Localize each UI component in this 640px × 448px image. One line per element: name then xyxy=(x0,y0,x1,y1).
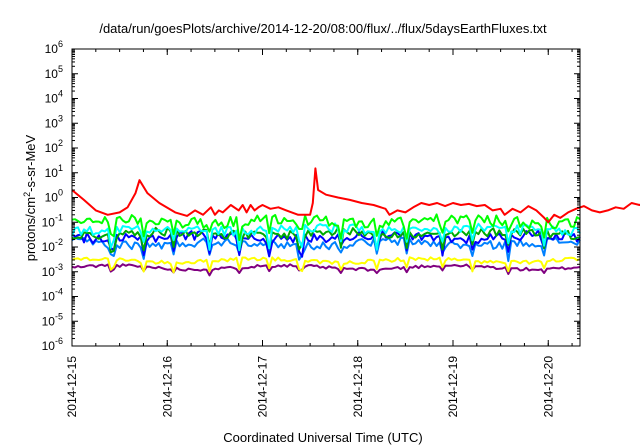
y-tick-exp: -1 xyxy=(55,212,63,222)
x-tick-label: 2014-12-18 xyxy=(351,356,365,418)
y-tick-label: 105 xyxy=(45,64,63,81)
y-tick-label: 102 xyxy=(45,138,63,155)
y-tick-exp: 4 xyxy=(58,89,63,99)
y-tick-base: 10 xyxy=(45,42,59,56)
y-tick-exp: 6 xyxy=(58,39,63,49)
x-tick-label: 2014-12-19 xyxy=(446,356,460,418)
y-tick-label: 10-5 xyxy=(42,311,63,328)
y-tick-label: 10-3 xyxy=(42,262,63,279)
x-axis-label: Coordinated Universal Time (UTC) xyxy=(223,430,422,445)
y-tick-label: 106 xyxy=(45,39,63,56)
y-tick-label: 10-4 xyxy=(42,287,63,304)
y-axis-label-sup: 2 xyxy=(22,192,32,197)
series-line xyxy=(71,226,581,254)
x-tick-label: 2014-12-17 xyxy=(256,356,270,418)
y-tick-base: 10 xyxy=(42,215,56,229)
series-line xyxy=(71,263,581,277)
y-tick-exp: -5 xyxy=(55,311,63,321)
y-tick-label: 10-6 xyxy=(42,336,63,353)
y-tick-base: 10 xyxy=(45,191,59,205)
y-tick-label: 100 xyxy=(45,188,63,205)
chart-title: /data/run/goesPlots/archive/2014-12-20/0… xyxy=(99,21,547,36)
y-tick-label: 10-1 xyxy=(42,212,63,229)
y-tick-exp: 1 xyxy=(58,163,63,173)
x-tick-label: 2014-12-20 xyxy=(541,356,555,418)
y-tick-exp: 0 xyxy=(58,188,63,198)
y-tick-label: 103 xyxy=(45,113,63,130)
x-tick-label: 2014-12-15 xyxy=(65,356,79,418)
y-tick-label: 10-2 xyxy=(42,237,63,254)
y-tick-base: 10 xyxy=(45,141,59,155)
series-layer xyxy=(71,167,640,277)
y-tick-exp: -6 xyxy=(55,336,63,346)
y-tick-base: 10 xyxy=(42,314,56,328)
y-tick-base: 10 xyxy=(42,290,56,304)
y-tick-base: 10 xyxy=(45,67,59,81)
y-axis-label-rest: -s-sr-MeV xyxy=(23,134,38,191)
y-axis: 10-610-510-410-310-210-11001011021031041… xyxy=(42,39,580,353)
y-tick-base: 10 xyxy=(42,339,56,353)
y-tick-base: 10 xyxy=(42,265,56,279)
y-tick-exp: -3 xyxy=(55,262,63,272)
y-tick-base: 10 xyxy=(42,240,56,254)
series-line xyxy=(71,236,581,262)
y-tick-base: 10 xyxy=(45,166,59,180)
y-axis-label: protons/cm2-s-sr-MeV xyxy=(22,134,38,261)
plot-frame xyxy=(71,48,581,347)
y-tick-exp: 2 xyxy=(58,138,63,148)
series-line xyxy=(71,256,581,274)
y-tick-exp: 3 xyxy=(58,113,63,123)
x-axis: 2014-12-15 2014-12-16 2014-12-17 2014-12-18… xyxy=(65,49,573,418)
series-line xyxy=(71,167,640,224)
y-axis-label-base: protons/cm xyxy=(23,197,38,261)
y-tick-exp: -2 xyxy=(55,237,63,247)
y-tick-exp: 5 xyxy=(58,64,63,74)
y-tick-label: 104 xyxy=(45,89,63,106)
series-line xyxy=(71,222,581,252)
series-line xyxy=(71,213,581,242)
x-tick-label: 2014-12-16 xyxy=(160,356,174,418)
y-tick-base: 10 xyxy=(45,92,59,106)
series-line xyxy=(71,229,581,258)
y-tick-base: 10 xyxy=(45,116,59,130)
y-tick-label: 101 xyxy=(45,163,63,180)
y-tick-exp: -4 xyxy=(55,287,63,297)
